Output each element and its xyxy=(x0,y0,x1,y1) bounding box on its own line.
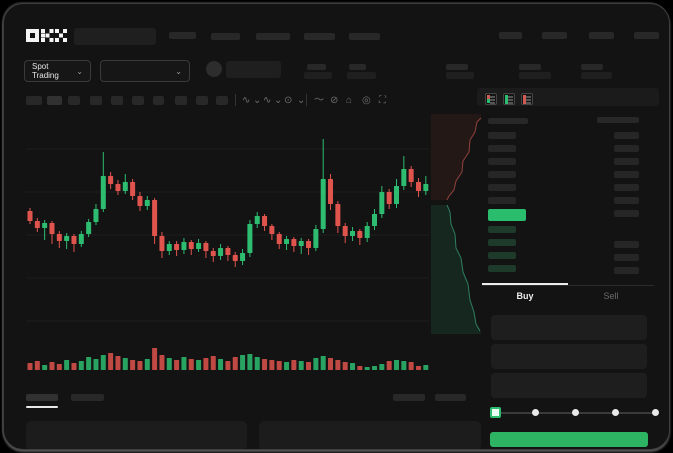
orderbook-bid-row xyxy=(488,252,516,259)
skeleton-bottom-action[interactable] xyxy=(393,394,425,401)
okx-logo xyxy=(26,29,67,42)
skeleton-nav-item[interactable] xyxy=(542,32,567,39)
fullscreen-icon[interactable]: ⛶ xyxy=(379,95,386,106)
skeleton-timeframe-button[interactable] xyxy=(132,96,144,105)
slider-stop[interactable] xyxy=(571,409,579,416)
chevron-down-icon: ⌄ xyxy=(175,66,182,76)
skeleton-stat-label xyxy=(307,64,326,70)
market-type-label: Spot Trading xyxy=(32,62,59,80)
indicator-wave-icon[interactable]: ∿ xyxy=(242,95,251,106)
eraser-icon[interactable]: ⊘ xyxy=(330,95,339,106)
orderbook-amount-cell xyxy=(614,145,639,152)
skeleton-stat-value xyxy=(446,72,474,79)
orderbook-amount-cell xyxy=(614,254,639,261)
skeleton-stat-label xyxy=(349,64,366,70)
skeleton-nav-item[interactable] xyxy=(589,32,614,39)
skeleton-stat-label xyxy=(446,64,468,70)
skeleton-nav-item[interactable] xyxy=(349,33,380,40)
skeleton-timeframe-button[interactable] xyxy=(153,96,164,105)
orderbook-amount-cell xyxy=(614,158,639,165)
camera-icon[interactable]: ⌂ xyxy=(346,95,353,106)
skeleton-timeframe-button[interactable] xyxy=(216,96,228,105)
skeleton-timeframe-button[interactable] xyxy=(196,96,208,105)
tab-buy[interactable]: Buy xyxy=(516,291,534,301)
tabs-divider xyxy=(482,285,654,286)
skeleton-pair-name-placeholder xyxy=(226,61,281,78)
skeleton-bottom-panel xyxy=(26,421,247,449)
orderbook-bid-row xyxy=(488,265,516,272)
orderbook-bid-row xyxy=(488,239,516,246)
orderbook-amount-cell xyxy=(614,132,639,139)
orderbook-asks-icon[interactable] xyxy=(521,93,533,105)
skeleton-nav-item[interactable] xyxy=(256,33,290,40)
slider-stop[interactable] xyxy=(611,409,619,416)
skeleton-timeframe-button[interactable] xyxy=(26,96,42,105)
skeleton-stat-value xyxy=(347,72,376,79)
buy-submit-button[interactable] xyxy=(490,432,648,447)
order-price-field[interactable] xyxy=(491,315,647,340)
skeleton-bottom-panel xyxy=(259,421,481,449)
orderbook-ask-row xyxy=(488,171,516,178)
amount-slider-handle[interactable] xyxy=(490,407,501,418)
skeleton-orderbook-col-header xyxy=(488,118,528,124)
orderbook-ask-row xyxy=(488,145,516,152)
active-tab-indicator xyxy=(482,283,568,285)
skeleton-orderbook-col-header xyxy=(597,117,639,123)
skeleton-nav-item[interactable] xyxy=(499,32,522,39)
skeleton-bottom-tab[interactable] xyxy=(71,394,104,401)
orderbook-amount-cell xyxy=(614,184,639,191)
slider-stop[interactable] xyxy=(531,409,539,416)
chevron-down-icon: ⌄ xyxy=(76,66,83,76)
toolbar-divider xyxy=(306,94,307,106)
drawing-tools-icon[interactable]: ⊙ xyxy=(284,95,293,106)
settings-icon[interactable]: ◎ xyxy=(362,95,371,106)
orderbook-bid-row xyxy=(488,226,516,233)
order-total-field[interactable] xyxy=(491,373,647,398)
orderbook-bids-icon[interactable] xyxy=(503,93,515,105)
app-window: Spot Trading ⌄ ⌄ Buy Sell ∿ ⌄ ∿ ⌄ ⊙ ⌄ 〜 ⊘ ⌂ ◎ ⛶ xyxy=(3,3,670,450)
skeleton-timeframe-button[interactable] xyxy=(111,96,123,105)
orderbook-amount-cell xyxy=(614,241,639,248)
skeleton-nav-item[interactable] xyxy=(634,32,659,39)
toolbar-divider xyxy=(235,94,236,106)
orderbook-ask-row xyxy=(488,197,516,204)
tab-sell[interactable]: Sell xyxy=(603,291,619,301)
indicator-chevron-icon[interactable]: ⌄ xyxy=(253,95,262,106)
skeleton-timeframe-button[interactable] xyxy=(175,96,187,105)
skeleton-nav-item[interactable] xyxy=(304,33,335,40)
skeleton-timeframe-button[interactable] xyxy=(47,96,62,105)
overlay-chevron-icon[interactable]: ⌄ xyxy=(274,95,283,106)
slider-stop[interactable] xyxy=(651,409,659,416)
skeleton-skeleton-search xyxy=(74,28,156,45)
skeleton-stat-value xyxy=(304,72,332,79)
skeleton-stat-label xyxy=(581,64,603,70)
overlay-wave-icon[interactable]: ∿ xyxy=(263,95,272,106)
pair-selector[interactable]: ⌄ xyxy=(100,60,190,82)
pair-avatar[interactable] xyxy=(206,61,222,77)
skeleton-timeframe-button[interactable] xyxy=(90,96,102,105)
drawing-chevron-icon[interactable]: ⌄ xyxy=(297,95,306,106)
skeleton-bottom-action[interactable] xyxy=(435,394,466,401)
market-type-selector[interactable]: Spot Trading ⌄ xyxy=(24,60,91,82)
orderbook-combined-icon[interactable] xyxy=(485,93,497,105)
price-chart-canvas[interactable] xyxy=(18,108,482,376)
skeleton-nav-item[interactable] xyxy=(169,32,196,39)
skeleton-stat-label xyxy=(519,64,541,70)
orderbook-amount-cell xyxy=(614,171,639,178)
orderbook-amount-cell xyxy=(614,267,639,274)
measure-icon[interactable]: 〜 xyxy=(314,95,324,106)
skeleton-stat-value xyxy=(581,72,612,79)
skeleton-timeframe-button[interactable] xyxy=(68,96,80,105)
skeleton-nav-item[interactable] xyxy=(211,33,240,40)
orderbook-amount-cell xyxy=(614,210,639,217)
orderbook-last-price[interactable] xyxy=(488,209,526,221)
orderbook-ask-row xyxy=(488,158,516,165)
orderbook-ask-row xyxy=(488,132,516,139)
orderbook-amount-cell xyxy=(614,197,639,204)
skeleton-bottom-tab[interactable] xyxy=(26,394,58,401)
skeleton-stat-value xyxy=(519,72,551,79)
order-amount-field[interactable] xyxy=(491,344,647,369)
orderbook-ask-row xyxy=(488,184,516,191)
active-bottom-tab-underline xyxy=(26,406,58,408)
